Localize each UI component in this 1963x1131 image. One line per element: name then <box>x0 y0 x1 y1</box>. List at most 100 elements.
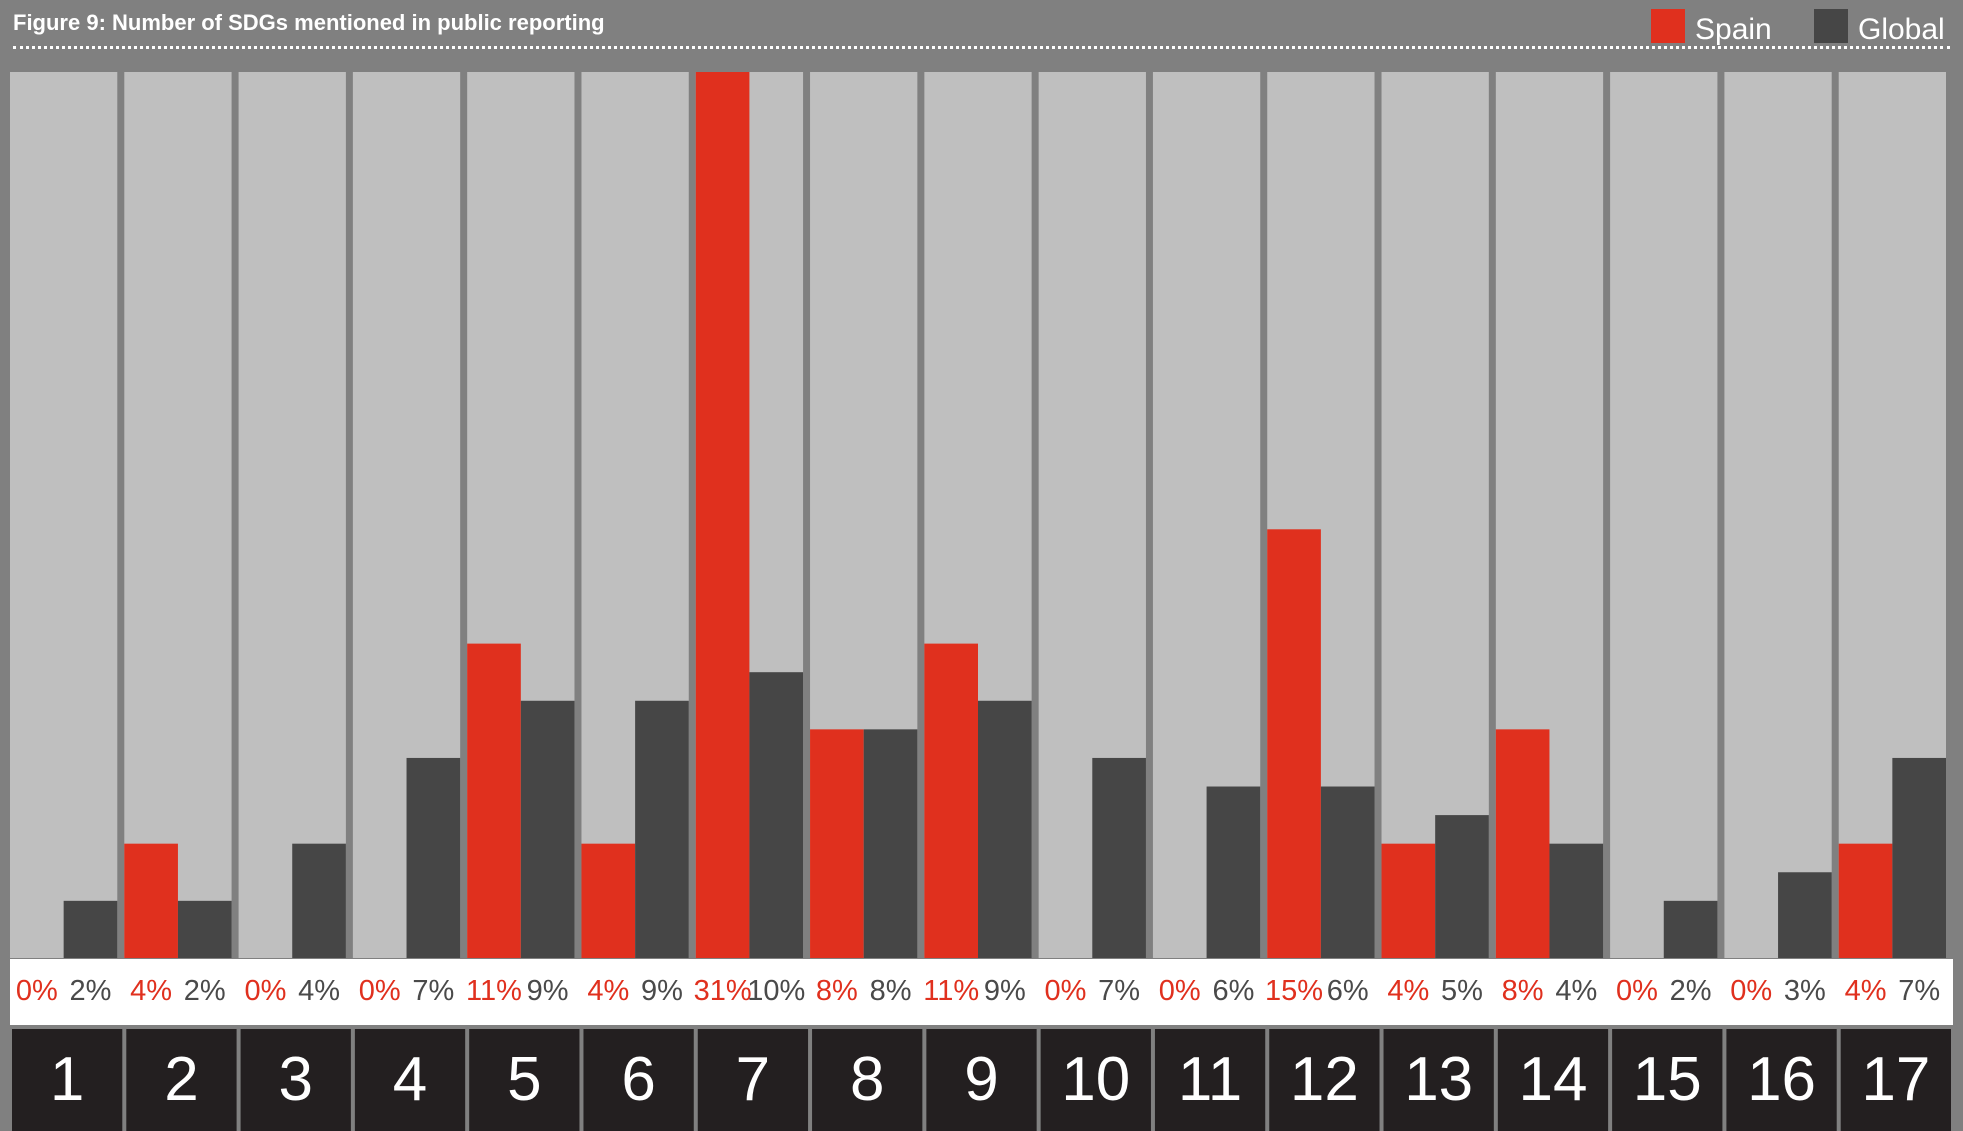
sdg-number-15: 15 <box>1633 1045 1702 1114</box>
global-bar-sdg-17 <box>1892 757 1946 958</box>
global-bar-sdg-4 <box>406 757 461 958</box>
global-bar-sdg-12 <box>1320 786 1375 958</box>
sdg-number-6: 6 <box>621 1045 655 1114</box>
global-bar-sdg-14 <box>1549 843 1604 958</box>
spain-value-label-sdg-8: 8% <box>816 975 858 1007</box>
sdg-panel-15 <box>1610 72 1718 958</box>
sdg-number-9: 9 <box>964 1045 998 1114</box>
spain-bar-sdg-7 <box>695 72 750 958</box>
sdg-tile-10 <box>1040 1029 1151 1131</box>
spain-bar-sdg-2 <box>124 843 178 958</box>
global-value-label-sdg-2: 2% <box>184 975 226 1007</box>
spain-value-label-sdg-9: 11% <box>923 975 979 1007</box>
spain-value-label-sdg-16: 0% <box>1730 975 1772 1007</box>
sdg-number-14: 14 <box>1518 1045 1587 1114</box>
sdg-tile-3 <box>240 1029 351 1131</box>
sdg-tile-15 <box>1612 1029 1723 1131</box>
legend-swatch-spain <box>1651 9 1685 43</box>
sdg-number-13: 13 <box>1404 1045 1473 1114</box>
global-value-label-sdg-16: 3% <box>1784 975 1826 1007</box>
global-value-label-sdg-5: 9% <box>527 975 569 1007</box>
spain-value-label-sdg-17: 4% <box>1845 975 1887 1007</box>
global-value-label-sdg-15: 2% <box>1670 975 1712 1007</box>
sdg-panel-3 <box>238 72 346 958</box>
global-value-label-sdg-1: 2% <box>70 975 112 1007</box>
sdg-tile-6 <box>583 1029 694 1131</box>
spain-value-label-sdg-2: 4% <box>130 975 172 1007</box>
global-value-label-sdg-14: 4% <box>1555 975 1597 1007</box>
sdg-number-8: 8 <box>850 1045 884 1114</box>
global-value-label-sdg-12: 6% <box>1327 975 1369 1007</box>
sdg-tile-11 <box>1154 1029 1266 1131</box>
sdg-tile-5 <box>469 1029 580 1131</box>
sdg-number-16: 16 <box>1747 1045 1816 1114</box>
global-value-label-sdg-9: 9% <box>984 975 1026 1007</box>
sdg-tile-1 <box>12 1029 123 1131</box>
global-bar-sdg-2 <box>177 900 232 958</box>
spain-bar-sdg-6 <box>581 843 636 958</box>
legend-label-spain: Spain <box>1695 13 1772 46</box>
sdg-tile-8 <box>812 1029 923 1131</box>
spain-value-label-sdg-14: 8% <box>1502 975 1544 1007</box>
sdg-panel-13 <box>1381 72 1489 958</box>
spain-bar-sdg-9 <box>924 643 978 958</box>
spain-value-label-sdg-1: 0% <box>16 975 58 1007</box>
spain-value-label-sdg-11: 0% <box>1159 975 1201 1007</box>
global-value-label-sdg-4: 7% <box>412 975 454 1007</box>
sdg-tile-9 <box>926 1029 1037 1131</box>
sdg-tile-2 <box>126 1029 237 1131</box>
sdg-tile-12 <box>1269 1029 1380 1131</box>
global-value-label-sdg-8: 8% <box>870 975 912 1007</box>
spain-bar-sdg-13 <box>1381 843 1436 958</box>
sdg-tile-13 <box>1383 1029 1494 1131</box>
global-bar-sdg-16 <box>1778 872 1832 958</box>
sdg-number-17: 17 <box>1861 1045 1930 1114</box>
spain-bar-sdg-14 <box>1495 729 1550 958</box>
global-bar-sdg-9 <box>978 700 1032 958</box>
global-bar-sdg-6 <box>635 700 689 958</box>
sdg-tile-7 <box>697 1029 809 1131</box>
spain-value-label-sdg-4: 0% <box>359 975 401 1007</box>
sdg-tile-14 <box>1497 1029 1609 1131</box>
spain-bar-sdg-8 <box>810 729 864 958</box>
global-bar-sdg-11 <box>1206 786 1261 958</box>
sdg-panel-2 <box>124 72 232 958</box>
spain-bar-sdg-17 <box>1838 843 1893 958</box>
global-bar-sdg-10 <box>1092 757 1146 958</box>
spain-bar-sdg-5 <box>467 643 521 958</box>
global-value-label-sdg-10: 7% <box>1098 975 1140 1007</box>
title-divider <box>13 46 1950 49</box>
sdg-tile-17 <box>1840 1029 1951 1131</box>
chart-title: Figure 9: Number of SDGs mentioned in pu… <box>13 10 605 35</box>
value-label-strip <box>10 959 1953 1025</box>
legend-label-global: Global <box>1858 13 1945 46</box>
global-bar-sdg-5 <box>520 700 575 958</box>
spain-value-label-sdg-6: 4% <box>587 975 629 1007</box>
spain-value-label-sdg-13: 4% <box>1387 975 1429 1007</box>
sdg-tile-16 <box>1726 1029 1837 1131</box>
global-bar-sdg-7 <box>749 672 804 958</box>
sdg-number-5: 5 <box>507 1045 541 1114</box>
global-value-label-sdg-17: 7% <box>1898 975 1940 1007</box>
global-bar-sdg-3 <box>292 843 346 958</box>
sdg-number-10: 10 <box>1061 1045 1130 1114</box>
spain-bar-sdg-12 <box>1267 529 1321 958</box>
global-value-label-sdg-7: 10% <box>747 975 805 1007</box>
global-bar-sdg-13 <box>1435 815 1489 958</box>
sdg-number-7: 7 <box>736 1045 770 1114</box>
sdg-tile-4 <box>354 1029 466 1131</box>
global-value-label-sdg-6: 9% <box>641 975 683 1007</box>
global-bar-sdg-8 <box>863 729 918 958</box>
global-bar-sdg-1 <box>63 900 118 958</box>
sdg-number-4: 4 <box>393 1045 427 1114</box>
sdg-number-12: 12 <box>1290 1045 1359 1114</box>
sdg-panel-16 <box>1724 72 1832 958</box>
global-value-label-sdg-11: 6% <box>1212 975 1254 1007</box>
sdg-number-2: 2 <box>164 1045 198 1114</box>
sdg-number-3: 3 <box>278 1045 312 1114</box>
spain-value-label-sdg-15: 0% <box>1616 975 1658 1007</box>
sdg-number-1: 1 <box>50 1045 84 1114</box>
spain-value-label-sdg-10: 0% <box>1045 975 1087 1007</box>
